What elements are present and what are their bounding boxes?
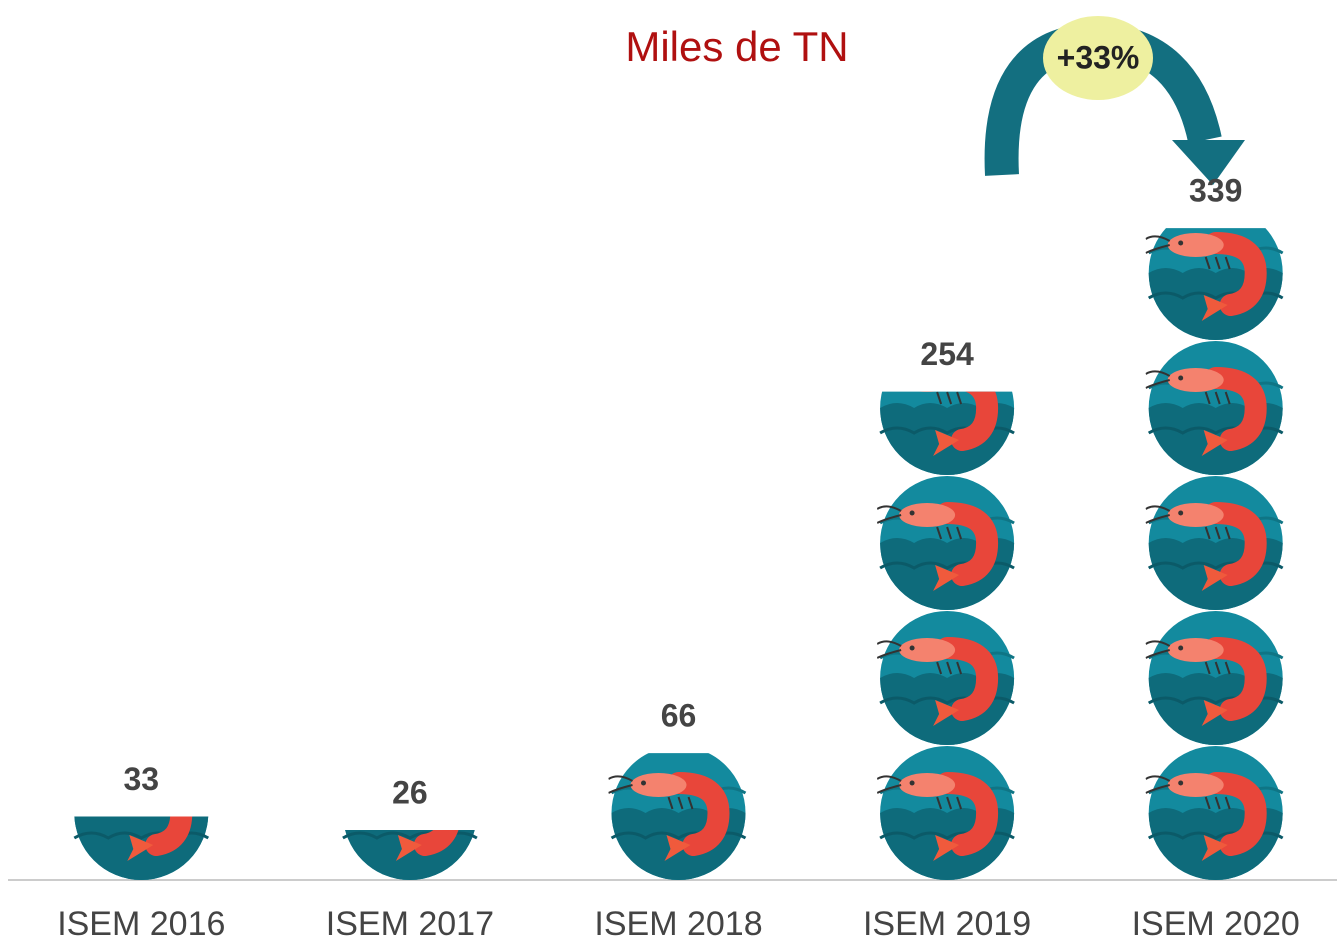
chart-subtitle: Miles de TN bbox=[625, 23, 848, 70]
shrimp-icon bbox=[877, 476, 1014, 610]
value-label: 26 bbox=[392, 774, 428, 810]
bar bbox=[877, 341, 1014, 880]
value-label: 33 bbox=[124, 761, 160, 797]
shrimp-icon bbox=[1146, 341, 1283, 475]
value-label: 339 bbox=[1189, 173, 1242, 209]
shrimp-icon bbox=[877, 611, 1014, 745]
arrow-head bbox=[1172, 140, 1245, 185]
annotation: +33% bbox=[1057, 39, 1140, 75]
x-tick-label: ISEM 2019 bbox=[863, 905, 1031, 943]
x-tick-label: ISEM 2016 bbox=[57, 905, 225, 943]
shrimp-icon bbox=[1146, 476, 1283, 610]
bar bbox=[1146, 206, 1283, 880]
shrimp-icon bbox=[1146, 611, 1283, 745]
bar bbox=[609, 746, 746, 880]
x-tick-label: ISEM 2017 bbox=[326, 905, 494, 943]
shrimp-icon bbox=[1146, 746, 1283, 880]
x-tick-label: ISEM 2018 bbox=[594, 905, 762, 943]
shrimp-icon bbox=[609, 746, 746, 880]
annotation-badge bbox=[1043, 16, 1153, 100]
value-label: 254 bbox=[920, 336, 974, 372]
x-tick-label: ISEM 2020 bbox=[1132, 905, 1300, 943]
value-label: 66 bbox=[661, 698, 697, 734]
bar bbox=[340, 746, 477, 880]
shrimp-icon bbox=[1146, 206, 1283, 340]
shrimp-icon bbox=[340, 746, 477, 880]
shrimp-icon bbox=[877, 746, 1014, 880]
